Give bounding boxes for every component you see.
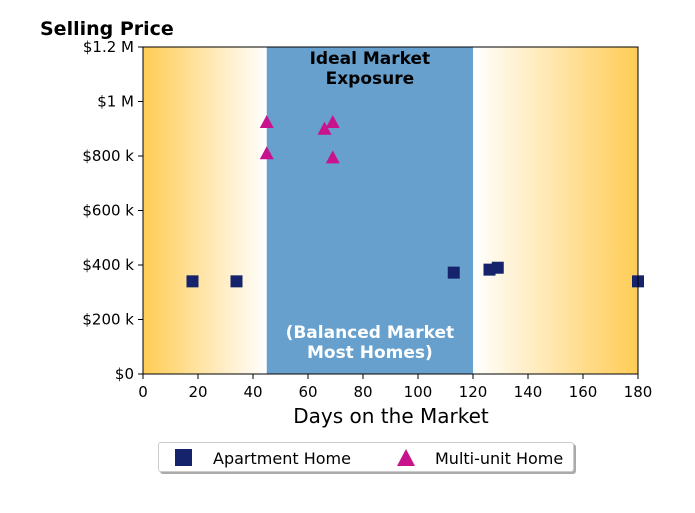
region-bottom-label: (Balanced Market bbox=[286, 323, 455, 343]
y-tick-label: $800 k bbox=[82, 147, 134, 165]
legend-label-multi-unit: Multi-unit Home bbox=[435, 448, 564, 468]
x-tick-label: 80 bbox=[353, 383, 372, 401]
legend-label-apartment: Apartment Home bbox=[213, 448, 351, 468]
multi-unit-point bbox=[259, 114, 274, 128]
y-axis-label: Selling Price bbox=[40, 18, 174, 40]
multi-unit-point bbox=[317, 121, 332, 135]
x-tick-label: 120 bbox=[459, 383, 488, 401]
x-tick-label: 180 bbox=[624, 383, 653, 401]
left-gradient-band bbox=[143, 47, 267, 374]
y-tick-label: $1.2 M bbox=[83, 38, 134, 56]
region-top-label: Ideal Market bbox=[310, 49, 431, 69]
legend-item-apartment: Apartment Home bbox=[173, 443, 351, 473]
x-tick-label: 60 bbox=[298, 383, 317, 401]
region-bottom-label: Most Homes) bbox=[307, 343, 433, 363]
apartment-point bbox=[186, 275, 199, 288]
square-marker-icon bbox=[173, 447, 195, 469]
legend: Apartment Home Multi-unit Home bbox=[158, 442, 574, 472]
x-tick-label: 20 bbox=[188, 383, 207, 401]
x-tick-label: 40 bbox=[243, 383, 262, 401]
legend-item-multi-unit: Multi-unit Home bbox=[395, 443, 563, 473]
y-tick-label: $200 k bbox=[82, 311, 134, 329]
multi-unit-point bbox=[259, 146, 274, 160]
multi-unit-point bbox=[325, 114, 340, 128]
apartment-point bbox=[230, 275, 243, 288]
apartment-point bbox=[447, 266, 460, 279]
x-tick-label: 140 bbox=[514, 383, 543, 401]
x-axis-label: Days on the Market bbox=[293, 404, 489, 428]
x-tick-label: 0 bbox=[138, 383, 148, 401]
triangle-marker-icon bbox=[395, 447, 417, 469]
y-tick-label: $0 bbox=[115, 365, 134, 383]
region-top-label: Exposure bbox=[326, 69, 415, 89]
y-tick-label: $1 M bbox=[97, 93, 134, 111]
x-tick-label: 160 bbox=[569, 383, 598, 401]
right-gradient-band bbox=[473, 47, 638, 374]
y-tick-label: $600 k bbox=[82, 202, 134, 220]
axes: 0 20 40 60 80 100 120 140 160 180 $0 $200 k $400 k $6… bbox=[82, 38, 652, 401]
apartment-point bbox=[491, 261, 504, 274]
ideal-market-region bbox=[266, 47, 473, 374]
y-tick-label: $400 k bbox=[82, 256, 134, 274]
x-tick-label: 100 bbox=[404, 383, 433, 401]
multi-unit-point bbox=[325, 150, 340, 164]
plot-background bbox=[143, 47, 638, 374]
